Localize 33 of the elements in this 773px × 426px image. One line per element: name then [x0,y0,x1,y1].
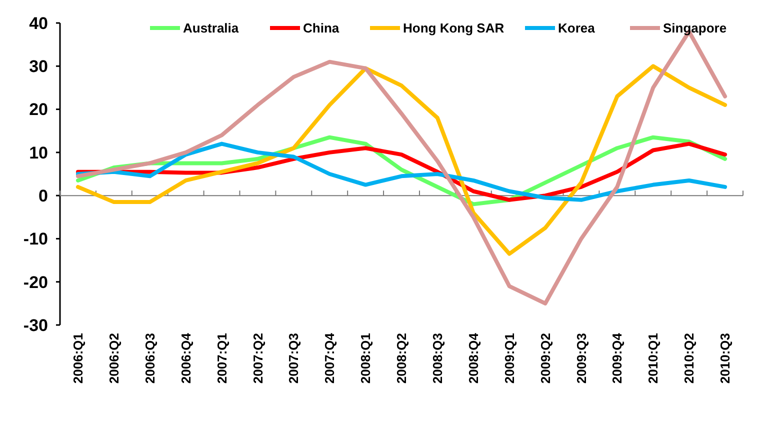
y-tick-label: -10 [23,230,48,249]
x-tick-label: 2008:Q1 [358,333,374,384]
legend-label: China [303,20,340,36]
x-tick-label: 2006:Q3 [142,333,158,384]
legend-label: Hong Kong SAR [403,20,505,36]
x-tick-label: 2006:Q4 [178,332,194,384]
y-tick-label: 30 [29,57,48,76]
x-tick-label: 2009:Q4 [610,332,625,384]
y-tick-label: 0 [38,186,48,206]
x-tick-label: 2007:Q2 [250,333,266,384]
x-tick-label: 2008:Q4 [466,332,481,384]
x-tick-label: 2010:Q1 [646,333,661,384]
x-tick-label: 2007:Q4 [322,332,338,384]
x-tick-label: 2010:Q3 [718,333,733,384]
x-tick-label: 2008:Q2 [394,333,410,384]
y-tick-label: -20 [23,272,48,292]
legend-label: Australia [183,20,240,36]
legend-label: Korea [558,20,596,36]
x-tick-label: 2007:Q1 [214,333,230,384]
y-tick-label: 40 [29,14,48,33]
x-tick-label: 2008:Q3 [430,333,445,384]
y-tick-label: 20 [29,100,48,120]
x-tick-label: 2010:Q2 [682,333,697,384]
x-tick-label: 2009:Q2 [538,333,553,384]
x-tick-label: 2009:Q3 [574,333,589,384]
x-tick-label: 2007:Q3 [286,333,302,384]
y-tick-label: 10 [29,143,48,162]
x-tick-label: 2006:Q2 [106,333,122,384]
y-tick-label: -30 [23,316,48,335]
legend-label: Singapore [663,20,727,36]
x-tick-label: 2006:Q1 [70,333,86,384]
x-tick-label: 2009:Q1 [502,333,517,384]
line-series [76,64,728,256]
